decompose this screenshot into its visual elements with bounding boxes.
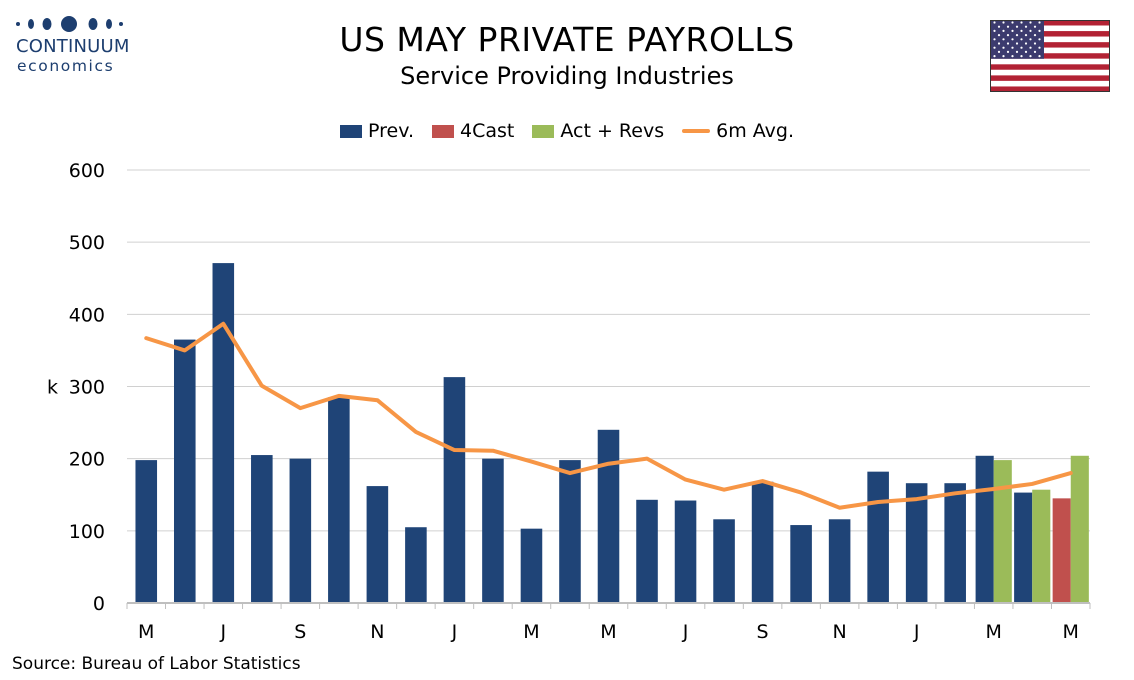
- x-tick-label: N: [370, 621, 384, 643]
- legend-label-4cast: 4Cast: [460, 120, 515, 142]
- bar-prev: [289, 458, 312, 603]
- bar-prev: [135, 460, 158, 603]
- x-tick-label: S: [294, 621, 306, 643]
- legend-item-4cast: 4Cast: [432, 120, 514, 142]
- bar-4cast: [1052, 498, 1071, 603]
- x-tick-label: M: [523, 621, 539, 643]
- x-tick-label: J: [219, 621, 226, 643]
- bar-prev: [636, 499, 658, 603]
- x-tick-label: J: [451, 621, 458, 643]
- x-tick-label: M: [600, 621, 616, 643]
- bar-prev: [443, 377, 466, 603]
- legend-label-6m-avg: 6m Avg.: [716, 120, 794, 142]
- bar-prev: [751, 481, 774, 603]
- bar-prev: [520, 528, 543, 603]
- brand-name: CONTINUUM: [16, 36, 130, 57]
- bar-prev: [173, 339, 196, 603]
- bar-prev: [905, 483, 928, 603]
- bar-act-revs: [1070, 455, 1089, 603]
- bar-act-revs: [993, 460, 1012, 603]
- y-tick-label: 400: [69, 304, 105, 326]
- chart-legend: Prev. 4Cast Act + Revs 6m Avg.: [0, 120, 1134, 142]
- x-tick-label: J: [913, 621, 920, 643]
- legend-swatch-act-revs: [532, 124, 555, 138]
- legend-item-act-revs: Act + Revs: [532, 120, 664, 142]
- bar-prev: [975, 455, 994, 603]
- legend-swatch-4cast: [432, 124, 455, 138]
- legend-item-prev: Prev.: [340, 120, 414, 142]
- bar-prev: [713, 519, 735, 603]
- x-tick-label: J: [682, 621, 689, 643]
- y-tick-label: 0: [93, 593, 105, 615]
- bar-prev: [597, 429, 620, 603]
- legend-item-6m-avg: 6m Avg.: [682, 120, 794, 142]
- x-tick-label: N: [833, 621, 847, 643]
- bar-prev: [212, 263, 235, 603]
- legend-swatch-prev: [340, 124, 362, 138]
- y-tick-label: 200: [69, 449, 105, 471]
- bar-act-revs: [1032, 489, 1051, 603]
- bar-prev: [674, 500, 697, 603]
- bar-prev: [482, 458, 504, 603]
- y-axis-label: k: [47, 377, 58, 399]
- bar-prev: [328, 397, 350, 603]
- x-tick-label: M: [1063, 621, 1079, 643]
- bar-prev: [366, 486, 389, 603]
- legend-label-act-revs: Act + Revs: [560, 120, 665, 142]
- us-flag-icon: [990, 20, 1110, 92]
- bar-prev: [828, 519, 851, 603]
- bar-prev: [944, 483, 966, 603]
- chart-title: US MAY PRIVATE PAYROLLS: [339, 20, 795, 59]
- legend-label-prev: Prev.: [368, 120, 415, 142]
- bar-prev: [251, 455, 273, 603]
- bar-prev: [1014, 492, 1033, 603]
- chart-subtitle: Service Providing Industries: [400, 62, 734, 90]
- bar-prev: [790, 525, 812, 603]
- brand-sub: economics: [17, 57, 115, 75]
- legend-swatch-6m-avg: [682, 129, 711, 133]
- bar-prev: [559, 460, 581, 603]
- y-tick-label: 500: [69, 232, 105, 254]
- brand-logo: CONTINUUM economics: [14, 14, 144, 75]
- logo-dots-icon: [16, 16, 123, 32]
- x-tick-label: M: [985, 621, 1001, 643]
- x-tick-label: S: [757, 621, 769, 643]
- bar-prev: [867, 471, 889, 603]
- y-tick-label: 600: [69, 160, 105, 182]
- line-6m-avg: [144, 321, 1073, 510]
- bar-prev: [405, 527, 427, 603]
- x-tick-label: M: [138, 621, 154, 643]
- chart-source: Source: Bureau of Labor Statistics: [12, 654, 301, 674]
- y-tick-label: 100: [69, 521, 105, 543]
- y-tick-label: 300: [69, 377, 105, 399]
